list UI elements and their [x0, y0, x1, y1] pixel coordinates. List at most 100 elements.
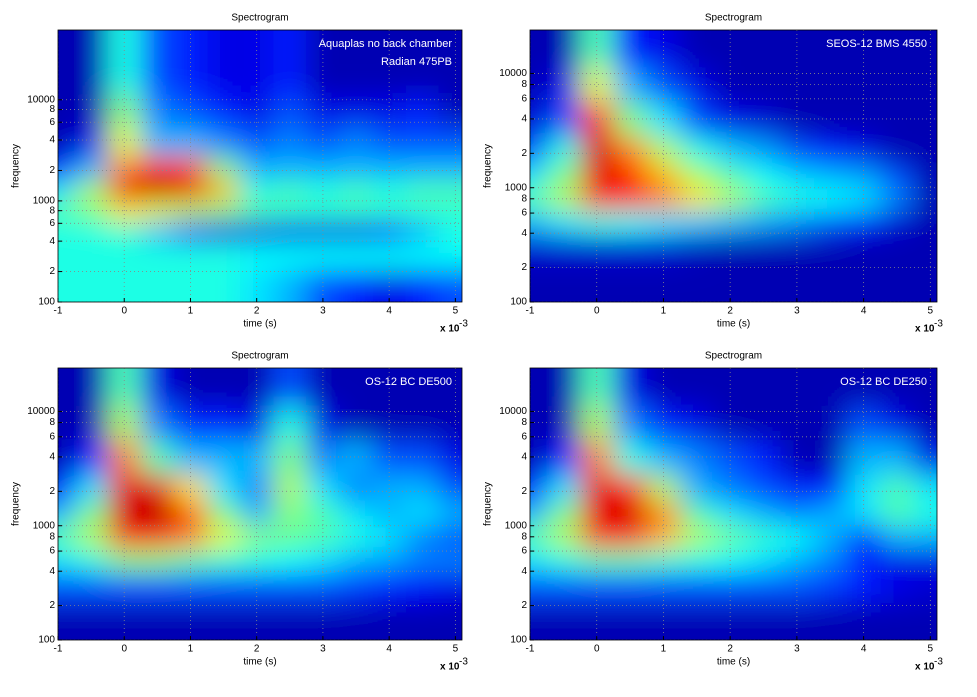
heat-cell — [273, 368, 307, 406]
heat-cell — [646, 405, 681, 441]
heat-cell — [273, 548, 307, 574]
y-tick-label: 6 — [49, 218, 55, 229]
heat-cell — [173, 368, 208, 406]
x-tick-label: 1 — [661, 306, 667, 317]
heat-cell — [207, 221, 241, 244]
heat-cell — [58, 602, 76, 640]
heat-cell — [58, 572, 76, 604]
heat-cell — [680, 101, 714, 137]
plot-area — [58, 30, 462, 302]
x-tick-label: -1 — [526, 644, 535, 655]
heat-cell — [780, 502, 815, 526]
annotation: OS-12 BC DE250 — [840, 376, 927, 388]
y-tick-label: 2 — [521, 262, 527, 273]
heat-cell — [546, 210, 581, 236]
y-tick-label: 1000 — [505, 182, 528, 193]
heat-cell — [207, 368, 241, 406]
x-tick-label: 4 — [386, 306, 392, 317]
heat-cell — [913, 405, 937, 441]
heat-cell — [273, 572, 307, 604]
annotation: Aquaplas no back chamber — [319, 38, 453, 50]
heat-cell — [438, 572, 462, 604]
heat-cell — [530, 234, 548, 266]
heat-cell — [207, 179, 241, 201]
heat-cell — [240, 221, 274, 244]
heat-cell — [813, 474, 848, 503]
heat-cell — [58, 242, 76, 270]
heat-cell — [405, 572, 440, 604]
heat-cell — [530, 368, 548, 406]
heat-cell — [746, 164, 781, 188]
heat-cell — [530, 572, 548, 604]
y-tick-label: 8 — [49, 531, 55, 542]
heat-cell — [273, 30, 307, 95]
heat-cell — [780, 368, 815, 406]
heat-cell — [780, 234, 815, 266]
heat-cell — [438, 94, 462, 126]
heat-cell — [613, 136, 648, 165]
heat-cell — [438, 155, 462, 181]
heat-cell — [306, 242, 340, 270]
heat-cell — [58, 179, 76, 201]
heat-cell — [680, 548, 714, 574]
heat-cell — [680, 474, 714, 503]
y-tick-label: 10000 — [27, 94, 55, 105]
y-axis-label: frequency — [483, 482, 494, 526]
heat-cell — [880, 136, 915, 165]
heat-cell — [74, 548, 109, 574]
heat-cell — [58, 268, 76, 302]
heat-cell — [546, 30, 581, 68]
heat-cell — [107, 30, 142, 95]
axes-box — [57, 29, 463, 303]
x-scale-exponent: -3 — [934, 657, 943, 668]
heat-cell — [306, 221, 340, 244]
heat-cell — [273, 268, 307, 302]
heat-cell — [405, 155, 440, 181]
heat-cell — [546, 502, 581, 526]
heat-cell — [746, 602, 781, 640]
heat-cell — [140, 439, 175, 475]
panel: -1 0 1 2 3 4 510024681000246810000Spectrogramt… — [11, 351, 469, 673]
heat-cell — [680, 67, 714, 103]
y-tick-label: 100 — [38, 635, 55, 646]
y-tick-label: 6 — [49, 431, 55, 442]
axes-box — [57, 367, 463, 641]
heat-cell — [530, 502, 548, 526]
heat-cell — [813, 136, 848, 165]
heat-cell — [713, 234, 748, 266]
chart-title: Spectrogram — [705, 13, 762, 24]
y-tick-label: 1000 — [505, 520, 528, 531]
heat-cell — [680, 30, 714, 68]
heat-cell — [273, 502, 307, 526]
y-tick-label: 6 — [521, 208, 527, 219]
heatmap — [530, 368, 937, 640]
x-tick-label: 1 — [188, 306, 194, 317]
heat-cell — [438, 548, 462, 574]
heat-cell — [880, 502, 915, 526]
x-tick-label: 5 — [453, 306, 459, 317]
y-axis-label: frequency — [11, 144, 22, 188]
heat-cell — [813, 368, 848, 406]
heat-cell — [339, 439, 374, 475]
heat-cell — [880, 548, 915, 574]
heat-cell — [813, 602, 848, 640]
heat-cell — [913, 502, 937, 526]
heat-cell — [813, 30, 848, 68]
heat-cell — [372, 572, 407, 604]
annotation: Radian 475PB — [381, 56, 452, 68]
heat-cell — [140, 602, 175, 640]
plot-area — [530, 30, 937, 302]
heat-cell — [780, 164, 815, 188]
heat-cell — [107, 242, 142, 270]
heat-cell — [339, 242, 374, 270]
heat-cell — [846, 30, 881, 68]
heat-cell — [207, 242, 241, 270]
heat-cell — [372, 221, 407, 244]
heat-cell — [646, 67, 681, 103]
heat-cell — [438, 179, 462, 201]
heat-cell — [680, 136, 714, 165]
x-scale-label: x 10 — [915, 662, 935, 673]
y-tick-label: 2 — [521, 148, 527, 159]
y-tick-label: 8 — [49, 417, 55, 428]
